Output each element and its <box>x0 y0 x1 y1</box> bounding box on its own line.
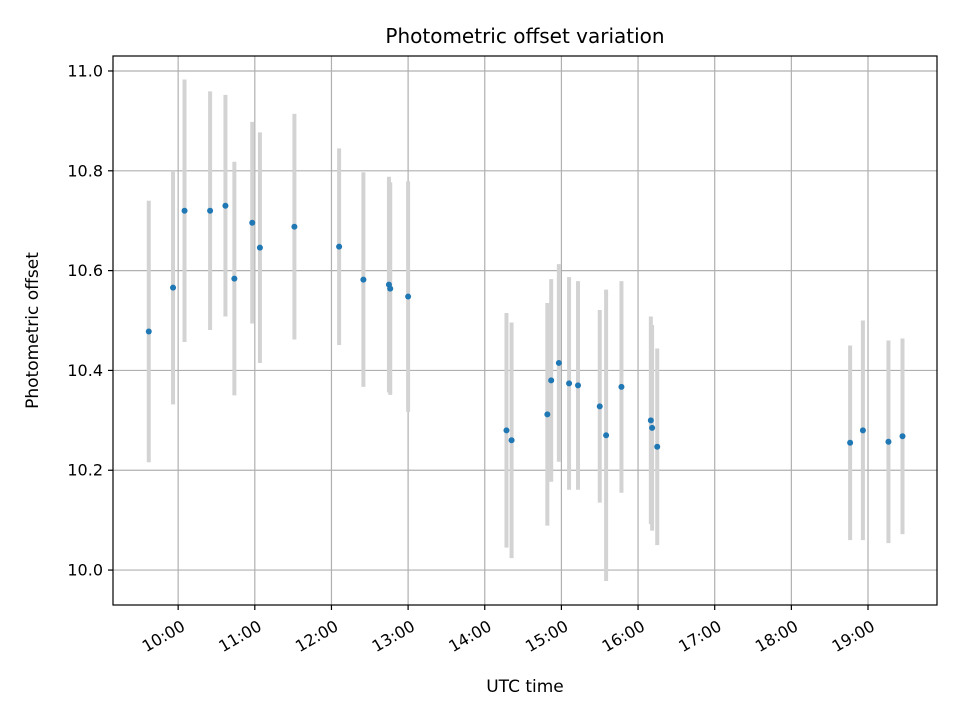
data-point <box>387 285 394 292</box>
chart-title: Photometric offset variation <box>385 24 664 48</box>
data-point <box>654 443 661 450</box>
data-point <box>503 427 510 434</box>
data-point <box>249 219 256 226</box>
data-points <box>145 202 906 450</box>
grid <box>113 56 937 605</box>
x-tick-label: 10:00 <box>139 616 188 656</box>
error-bars <box>146 79 905 582</box>
data-point <box>566 380 573 387</box>
y-tick-label: 10.0 <box>67 561 103 580</box>
data-point <box>336 243 343 250</box>
data-point <box>647 417 654 424</box>
x-tick-label: 17:00 <box>675 616 724 656</box>
data-point <box>548 377 555 384</box>
data-point <box>145 328 152 335</box>
x-tick-label: 19:00 <box>829 616 878 656</box>
data-point <box>508 437 515 444</box>
y-tick-label: 11.0 <box>67 61 103 80</box>
data-point <box>618 383 625 390</box>
y-tick-label: 10.6 <box>67 261 103 280</box>
data-point <box>603 432 610 439</box>
data-point <box>405 293 412 300</box>
data-point <box>231 275 238 282</box>
y-tick-label: 10.4 <box>67 361 103 380</box>
data-point <box>885 438 892 445</box>
data-point <box>222 202 229 209</box>
data-point <box>207 207 214 214</box>
data-point <box>596 403 603 410</box>
y-tick-label: 10.8 <box>67 161 103 180</box>
x-tick-label: 16:00 <box>599 616 648 656</box>
plot-area <box>112 55 938 606</box>
data-point <box>181 207 188 214</box>
data-point <box>899 433 906 440</box>
data-point <box>859 427 866 434</box>
data-point <box>847 439 854 446</box>
ticks: 10:00 11:00 12:00 13:00 14:00 15:00 16:00 17:00… <box>67 61 878 655</box>
x-tick-label: 12:00 <box>292 616 341 656</box>
x-tick-label: 11:00 <box>215 616 264 656</box>
data-point <box>555 359 562 366</box>
data-point <box>575 382 582 389</box>
data-point <box>256 244 263 251</box>
x-tick-label: 18:00 <box>752 616 801 656</box>
x-tick-label: 14:00 <box>445 616 494 656</box>
data-point <box>360 276 367 283</box>
y-tick-label: 10.2 <box>67 461 103 480</box>
x-axis-label: UTC time <box>486 677 564 697</box>
x-tick-label: 15:00 <box>522 616 571 656</box>
data-point <box>170 284 177 291</box>
data-point <box>544 411 551 418</box>
y-axis-label: Photometric offset <box>23 252 43 409</box>
data-point <box>291 223 298 230</box>
data-point <box>649 424 656 431</box>
x-tick-label: 13:00 <box>369 616 418 656</box>
